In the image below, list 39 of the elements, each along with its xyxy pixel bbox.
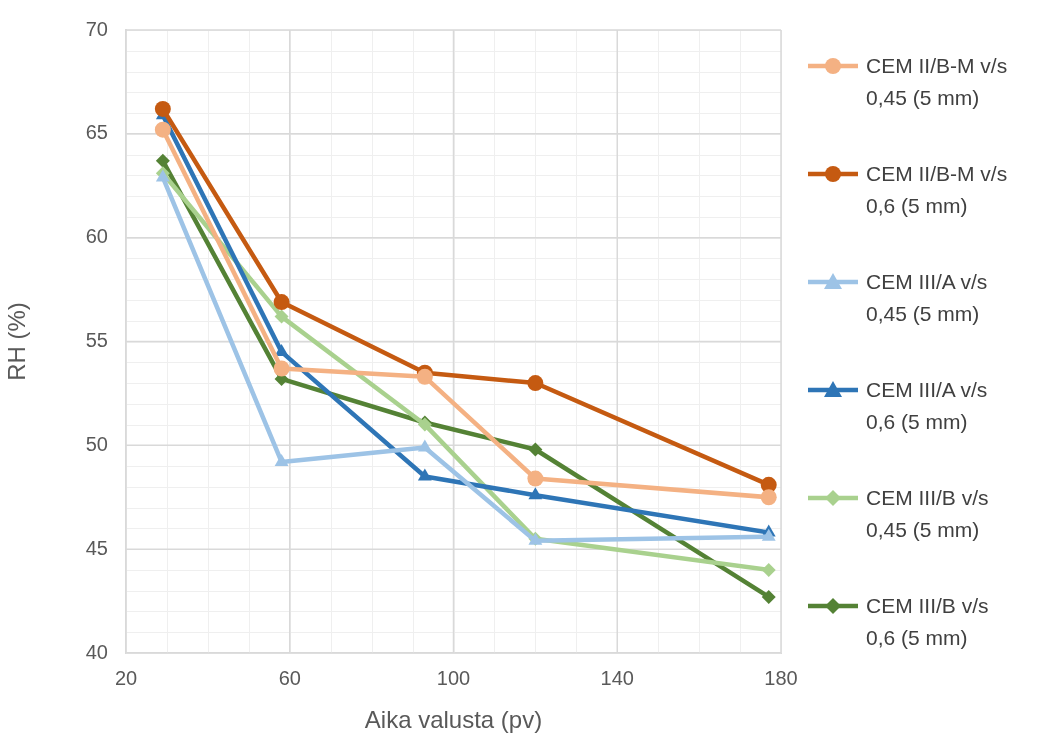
y-tick-label: 60: [85, 225, 108, 248]
point: [273, 360, 290, 377]
point: [527, 470, 544, 487]
legend-label: CEM III/A v/s 0,45 (5 mm): [866, 269, 989, 327]
legend-label: CEM III/B v/s 0,45 (5 mm): [866, 485, 990, 543]
x-tick-label: 140: [600, 666, 634, 689]
y-tick-label: 45: [85, 536, 108, 559]
y-tick-label: 65: [85, 121, 108, 144]
y-tick-label: 40: [85, 640, 108, 663]
legend-label: CEM II/B-M v/s 0,6 (5 mm): [866, 161, 1009, 219]
point: [274, 343, 289, 356]
legend-label: CEM III/B v/s 0,6 (5 mm): [866, 593, 990, 651]
point: [417, 468, 432, 481]
point: [761, 528, 776, 541]
x-tick-label: 180: [764, 666, 798, 689]
x-tick-label: 60: [278, 666, 301, 689]
point: [274, 309, 289, 324]
x-axis-title: Aika valusta (pv): [364, 706, 543, 734]
y-tick-label: 55: [85, 329, 108, 352]
point: [761, 589, 776, 604]
point: [528, 487, 543, 500]
point: [155, 153, 170, 168]
point: [760, 489, 777, 506]
point: [416, 368, 433, 385]
y-tick-label: 70: [85, 17, 108, 40]
point: [527, 375, 544, 392]
legend-label: CEM III/A v/s 0,6 (5 mm): [866, 377, 989, 435]
point: [273, 294, 290, 311]
y-tick-label: 50: [85, 432, 108, 455]
point: [154, 100, 171, 117]
point: [528, 442, 543, 457]
x-tick-label: 100: [436, 666, 471, 689]
x-tick-label: 20: [114, 666, 138, 689]
point: [154, 121, 171, 138]
point: [274, 453, 289, 466]
y-axis-title: RH (%): [3, 302, 31, 381]
point: [417, 439, 432, 452]
legend-label: CEM II/B-M v/s 0,45 (5 mm): [866, 53, 1009, 111]
point: [761, 562, 776, 577]
